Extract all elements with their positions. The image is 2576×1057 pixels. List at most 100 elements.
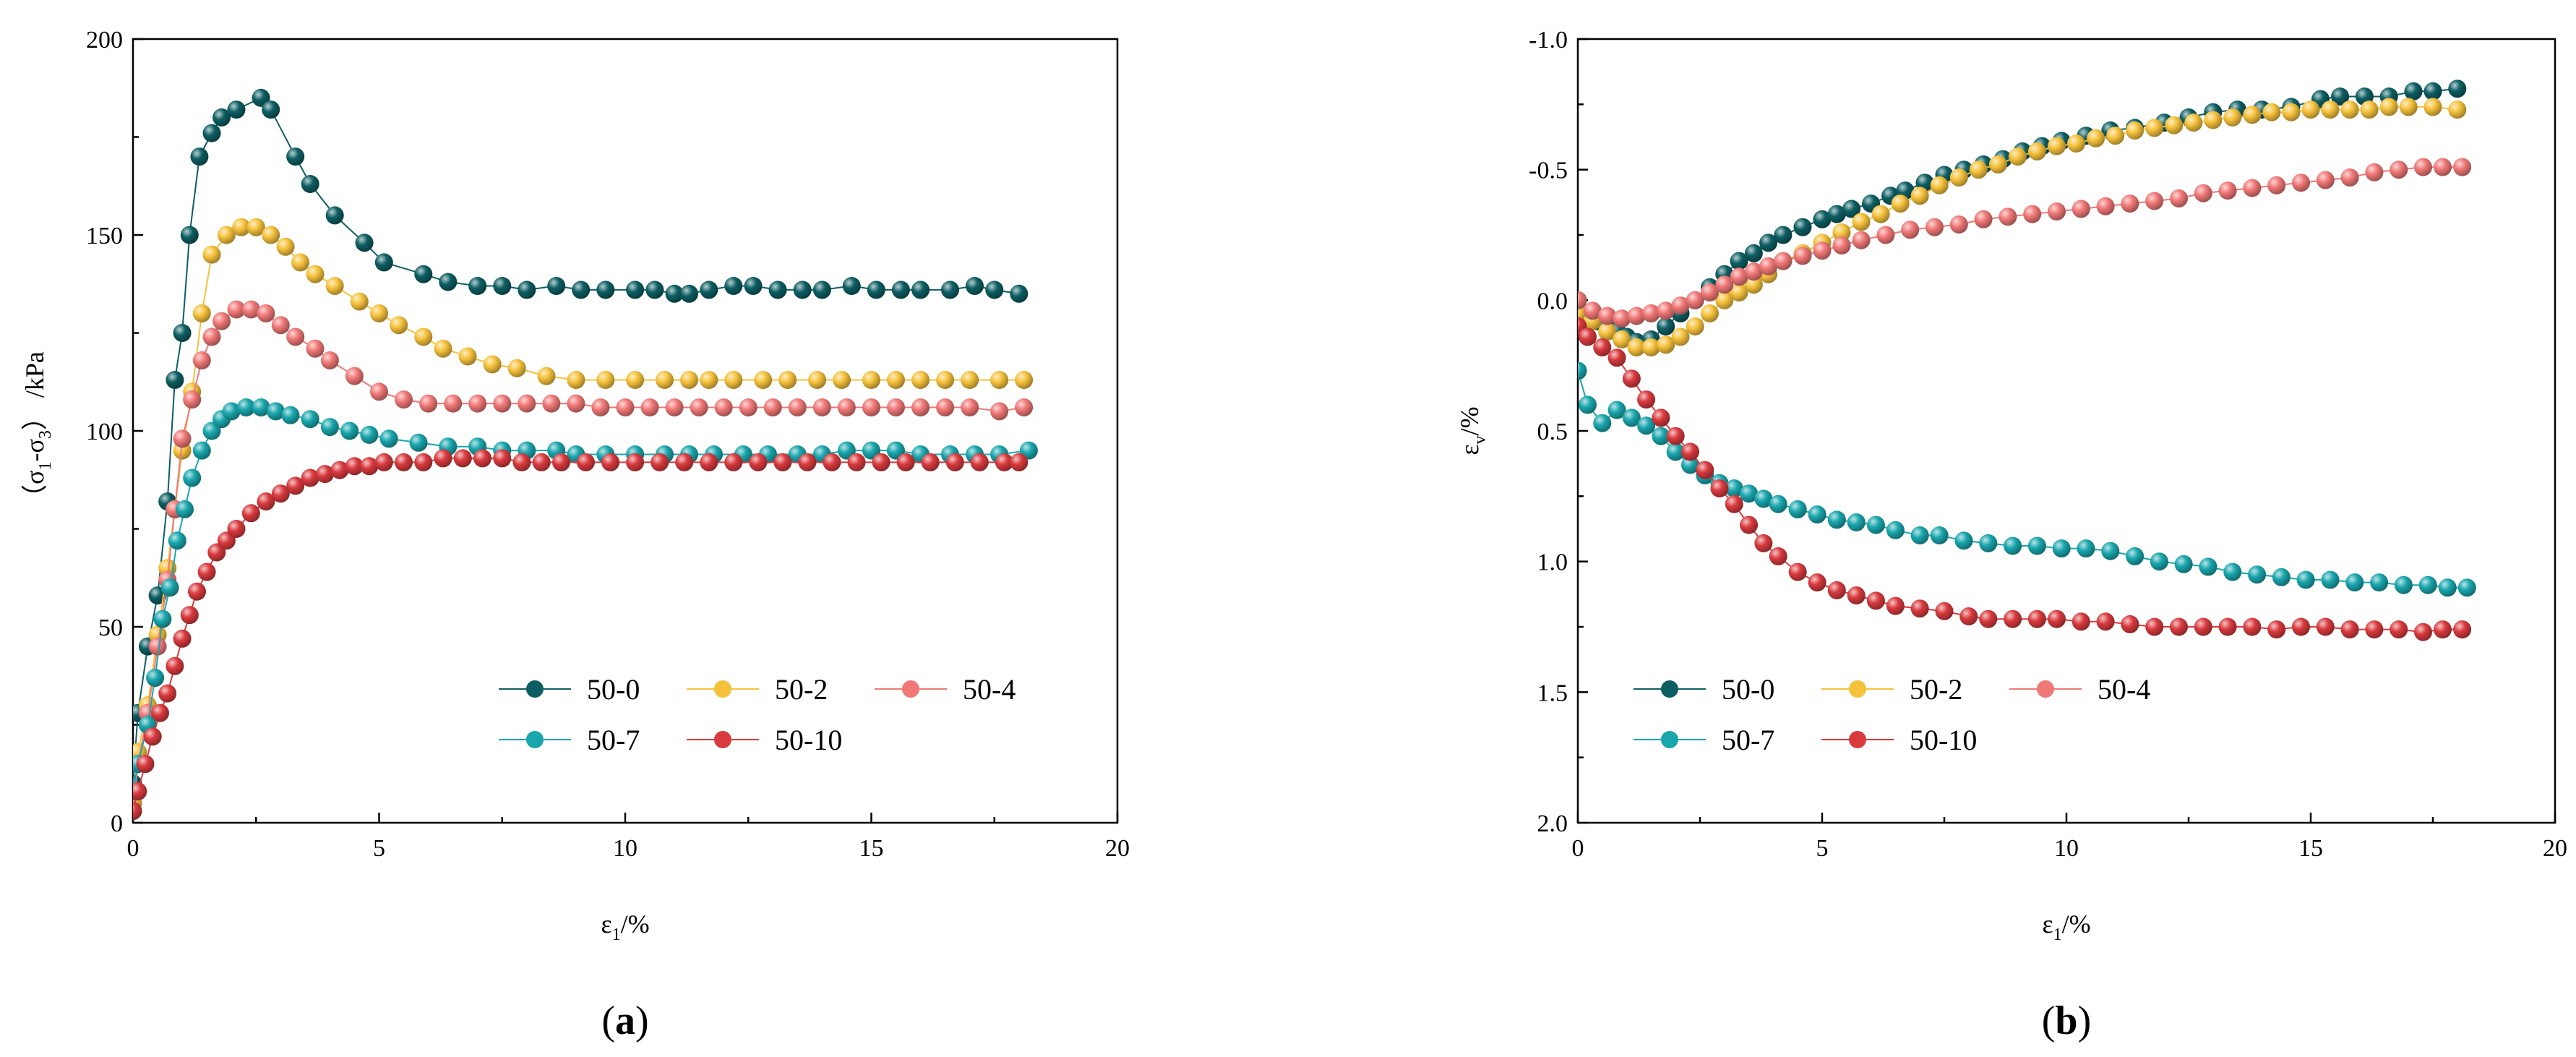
- data-point-50-2: [936, 371, 955, 389]
- data-point-50-4: [419, 394, 438, 413]
- data-point-50-10: [1607, 348, 1626, 367]
- data-point-50-0: [1759, 234, 1778, 252]
- data-point-50-10: [197, 562, 216, 581]
- data-point-50-2: [262, 226, 280, 244]
- data-point-50-2: [2204, 111, 2223, 129]
- panel-a-xtick-label: 15: [859, 835, 884, 862]
- data-point-50-2: [2067, 134, 2085, 153]
- panel-a-ytick-label: 200: [86, 27, 123, 54]
- data-point-50-4: [2365, 163, 2384, 181]
- data-point-50-10: [286, 476, 305, 495]
- data-point-50-4: [665, 398, 684, 416]
- data-point-50-10: [675, 453, 694, 471]
- data-point-50-10: [1579, 328, 1597, 346]
- data-point-50-2: [2379, 98, 2398, 116]
- data-point-50-2: [808, 371, 827, 389]
- data-point-50-0: [626, 281, 645, 299]
- data-point-50-4: [241, 300, 260, 319]
- data-point-50-10: [2027, 609, 2046, 628]
- data-point-50-7: [837, 441, 856, 460]
- legend-entry-50-7: 50-7: [1633, 724, 1774, 756]
- svg-text:50-7: 50-7: [587, 724, 640, 756]
- data-point-50-2: [2027, 142, 2046, 161]
- data-point-50-7: [267, 402, 285, 421]
- panel-b-xtick-label: 15: [2298, 835, 2323, 862]
- data-point-50-10: [360, 457, 379, 476]
- data-point-50-0: [941, 281, 959, 299]
- data-point-50-4: [2145, 192, 2164, 210]
- data-point-50-4: [173, 429, 192, 448]
- data-point-50-4: [1759, 257, 1778, 275]
- data-point-50-10: [773, 453, 792, 471]
- data-point-50-4: [1671, 296, 1690, 315]
- data-point-50-7: [2370, 573, 2389, 592]
- data-point-50-4: [2292, 174, 2310, 192]
- data-point-50-2: [2423, 98, 2442, 116]
- data-point-50-4: [2243, 179, 2262, 197]
- data-point-50-2: [192, 304, 211, 322]
- data-point-50-2: [1949, 168, 1968, 187]
- data-point-50-2: [2262, 103, 2281, 121]
- data-point-50-2: [202, 245, 221, 264]
- panel-b-ytick-label: 2.0: [1537, 810, 1568, 837]
- data-point-50-4: [1998, 207, 2017, 226]
- data-point-50-0: [1744, 244, 1763, 262]
- panel-a-xtick-label: 0: [127, 835, 139, 862]
- data-point-50-10: [374, 453, 393, 471]
- data-point-50-4: [961, 398, 979, 416]
- data-point-50-0: [1657, 317, 1675, 335]
- data-point-50-0: [1730, 252, 1748, 270]
- data-point-50-4: [370, 382, 388, 401]
- data-point-50-7: [281, 406, 300, 424]
- data-point-50-7: [1652, 427, 1670, 445]
- data-point-50-2: [1930, 176, 1949, 194]
- data-point-50-10: [2170, 617, 2188, 636]
- data-point-50-4: [345, 367, 364, 385]
- data-point-50-7: [1788, 500, 1807, 518]
- data-point-50-4: [739, 398, 757, 416]
- data-point-50-0: [966, 277, 984, 295]
- data-point-50-2: [1657, 335, 1675, 354]
- panel-b-ytick-label: -0.5: [1529, 158, 1568, 184]
- data-point-50-4: [1974, 210, 1993, 228]
- data-point-50-4: [518, 394, 536, 413]
- svg-text:50-0: 50-0: [587, 673, 640, 706]
- data-point-50-10: [158, 684, 177, 703]
- data-point-50-2: [537, 367, 556, 385]
- svg-text:50-10: 50-10: [775, 724, 842, 756]
- panel-b-xtick-label: 20: [2543, 835, 2567, 862]
- data-point-50-10: [970, 453, 989, 471]
- data-point-50-0: [414, 265, 433, 283]
- data-point-50-2: [232, 218, 251, 236]
- data-point-50-0: [547, 277, 566, 295]
- data-point-50-2: [656, 371, 674, 389]
- data-point-50-2: [596, 371, 615, 389]
- data-point-50-0: [518, 281, 536, 299]
- data-point-50-2: [2448, 100, 2467, 119]
- data-point-50-10: [2145, 617, 2164, 636]
- data-point-50-2: [370, 304, 388, 322]
- data-point-50-10: [2218, 617, 2237, 636]
- data-point-50-4: [1949, 215, 1968, 234]
- data-point-50-2: [2184, 114, 2203, 132]
- data-point-50-10: [143, 727, 162, 746]
- data-point-50-4: [862, 398, 880, 416]
- data-point-50-4: [1613, 309, 1631, 328]
- data-point-50-7: [1827, 510, 1846, 529]
- data-point-50-10: [493, 449, 512, 468]
- panel-b-ytick-label: 1.0: [1537, 549, 1568, 576]
- data-point-50-10: [2414, 622, 2432, 641]
- data-point-50-10: [1666, 427, 1685, 445]
- data-point-50-10: [1788, 562, 1807, 581]
- data-point-50-10: [2365, 620, 2384, 639]
- series-line-50-7: [133, 406, 1029, 792]
- data-point-50-0: [867, 281, 885, 299]
- panel-b-xlabel: ε1/%: [2042, 910, 2090, 944]
- data-point-50-7: [1579, 395, 1597, 414]
- data-point-50-7: [1637, 416, 1656, 435]
- data-point-50-10: [151, 703, 169, 722]
- data-point-50-4: [395, 390, 413, 409]
- data-point-50-0: [2404, 82, 2423, 100]
- data-point-50-10: [1637, 390, 1656, 409]
